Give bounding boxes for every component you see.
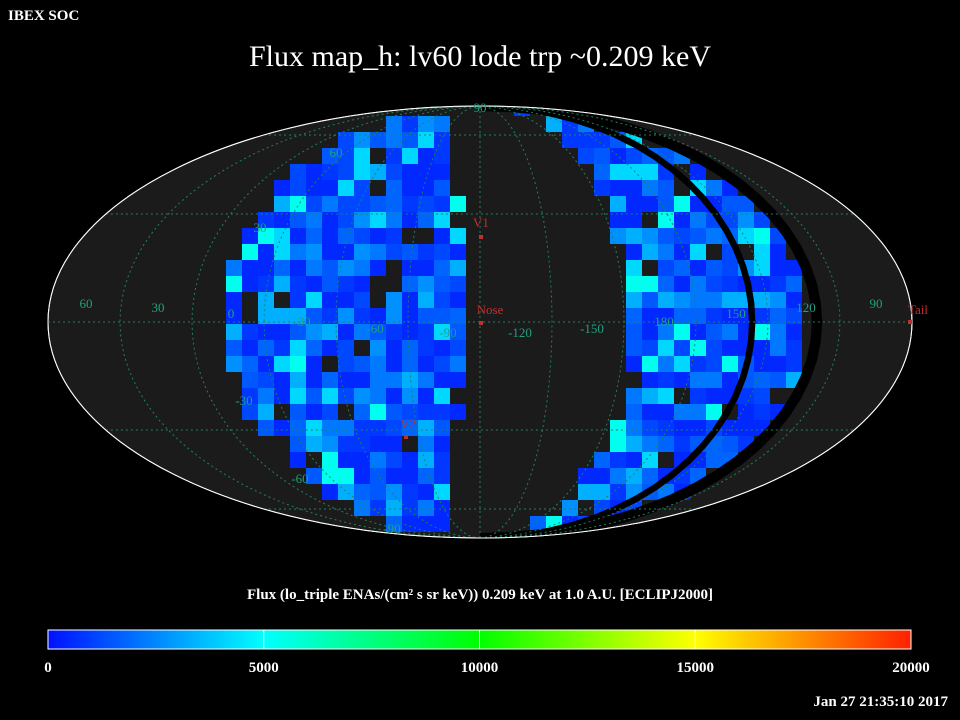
marker-dot <box>479 235 483 239</box>
longitude-label: 0 <box>228 306 235 321</box>
marker-label: V1 <box>473 215 489 230</box>
longitude-label: 30 <box>152 300 165 315</box>
latitude-label: -60 <box>291 471 308 486</box>
colorbar-tick-label: 5000 <box>248 660 279 676</box>
longitude-label: -150 <box>580 321 604 336</box>
colorbar-tick-label: 0 <box>44 660 52 676</box>
latitude-label: 30 <box>254 220 267 235</box>
latitude-label: 90 <box>474 100 487 115</box>
timestamp: Jan 27 21:35:10 2017 <box>813 694 948 710</box>
longitude-label: -90 <box>439 325 456 340</box>
colorbar-ticks <box>263 630 696 649</box>
organization-label: IBEX SOC <box>8 8 80 24</box>
latitude-label: -90 <box>383 521 400 536</box>
marker-label: Tail <box>908 302 928 317</box>
marker-label: V2 <box>400 416 416 431</box>
longitude-label: 180 <box>654 314 674 329</box>
flux-pixels <box>226 106 823 538</box>
longitude-label: -60 <box>366 321 383 336</box>
longitude-label: 150 <box>726 306 746 321</box>
longitude-label: -120 <box>508 325 532 340</box>
map-markers: V1 Nose V2 Tail <box>400 215 928 439</box>
grid-labels: 60 30 0 -30 -60 -90 -120 -150 180 150 120 90 90 60 30 -… <box>80 100 883 536</box>
marker-dot <box>479 321 483 325</box>
longitude-label: 60 <box>80 296 93 311</box>
colorbar-tick-label: 20000 <box>892 660 930 676</box>
colorbar-tick-label: 10000 <box>460 660 499 676</box>
longitude-label: 90 <box>870 296 883 311</box>
marker-label: Nose <box>477 302 504 317</box>
latitude-label: -30 <box>235 393 252 408</box>
colorbar-title: Flux (lo_triple ENAs/(cm² s sr keV)) 0.2… <box>246 587 713 603</box>
colorbar-tick-label: 15000 <box>676 660 715 676</box>
longitude-label: -30 <box>293 314 310 329</box>
marker-dot <box>404 435 408 439</box>
latitude-label: 60 <box>330 145 343 160</box>
map-title: Flux map_h: lv60 lode trp ~0.209 keV <box>248 40 712 73</box>
marker-dot <box>908 320 912 324</box>
longitude-label: 120 <box>796 300 816 315</box>
